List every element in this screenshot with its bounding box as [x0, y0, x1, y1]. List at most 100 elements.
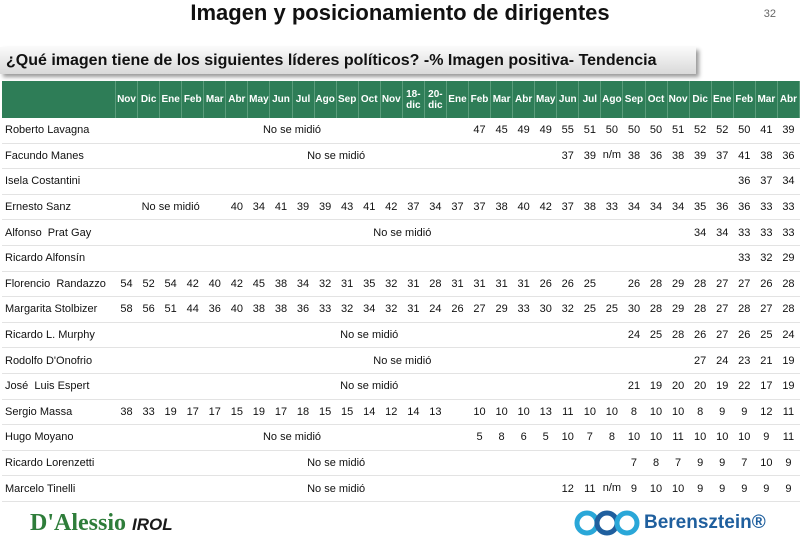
- header-corner: [2, 81, 116, 118]
- value-cell: 50: [622, 118, 645, 144]
- value-cell: 26: [446, 296, 469, 323]
- value-cell: 42: [225, 271, 248, 298]
- column-header: Feb: [733, 81, 756, 118]
- empty-cell: [578, 168, 601, 195]
- value-cell: 31: [402, 296, 425, 323]
- value-cell: 42: [380, 194, 403, 221]
- empty-cell: [159, 245, 182, 272]
- value-cell: 26: [755, 271, 778, 298]
- value-cell: 50: [645, 118, 668, 144]
- value-cell: 25: [578, 271, 601, 298]
- value-cell: 32: [755, 245, 778, 272]
- value-cell: 24: [711, 347, 734, 374]
- value-cell: 29: [777, 245, 800, 272]
- empty-cell: [225, 245, 248, 272]
- value-cell: 41: [755, 118, 778, 144]
- value-cell: 29: [667, 296, 690, 323]
- column-header: Jun: [556, 81, 580, 118]
- empty-cell: [556, 450, 579, 477]
- value-cell: 9: [711, 399, 734, 426]
- column-header: 18-dic: [402, 81, 425, 118]
- value-cell: 34: [645, 194, 668, 221]
- empty-cell: [600, 168, 623, 195]
- value-cell: 10: [600, 399, 623, 426]
- not-measured: No se midió: [115, 424, 469, 451]
- value-cell: 28: [689, 296, 712, 323]
- value-cell: 10: [578, 399, 601, 426]
- value-cell: n/m: [600, 475, 623, 502]
- column-header: Ene: [711, 81, 734, 118]
- table-row: Facundo Manes No se midió 37 39 n/m 38 36 38 39 3…: [2, 143, 800, 170]
- left-logo: D'Alessio IROL: [30, 510, 173, 537]
- empty-cell: [490, 168, 513, 195]
- value-cell: 43: [336, 194, 359, 221]
- value-cell: 33: [733, 245, 756, 272]
- empty-cell: [622, 245, 645, 272]
- not-measured: No se midió: [115, 475, 557, 502]
- not-measured: No se midió: [115, 373, 623, 400]
- empty-cell: [645, 168, 668, 195]
- value-cell: 36: [292, 296, 315, 323]
- leader-name: Facundo Manes: [2, 143, 116, 170]
- value-cell: 39: [777, 118, 800, 144]
- table-row: Alfonso Prat Gay No se midió 34 34 33 33 33: [2, 219, 800, 246]
- empty-cell: [600, 450, 623, 477]
- value-cell: 34: [358, 296, 381, 323]
- value-cell: 27: [733, 271, 756, 298]
- value-cell: 9: [755, 424, 778, 451]
- value-cell: 10: [645, 399, 668, 426]
- value-cell: 15: [314, 399, 337, 426]
- column-header: Ago: [600, 81, 624, 118]
- value-cell: 32: [336, 296, 359, 323]
- value-cell: 31: [490, 271, 513, 298]
- value-cell: 11: [777, 424, 800, 451]
- value-cell: 55: [556, 118, 579, 144]
- column-header: Abr: [777, 81, 800, 118]
- empty-cell: [137, 245, 160, 272]
- value-cell: 31: [446, 271, 469, 298]
- empty-cell: [468, 245, 491, 272]
- value-cell: 33: [512, 296, 535, 323]
- value-cell: 10: [667, 475, 690, 502]
- leader-name: Sergio Massa: [2, 399, 116, 426]
- value-cell: 44: [181, 296, 204, 323]
- leader-name: Isela Costantini: [2, 168, 116, 195]
- value-cell: 56: [137, 296, 160, 323]
- leader-name: Alfonso Prat Gay: [2, 219, 116, 246]
- value-cell: 5: [468, 424, 491, 451]
- value-cell: 39: [292, 194, 315, 221]
- value-cell: 51: [667, 118, 690, 144]
- not-measured: No se midió: [115, 143, 557, 170]
- value-cell: 34: [689, 219, 712, 246]
- value-cell: 30: [534, 296, 557, 323]
- value-cell: 23: [733, 347, 756, 374]
- value-cell: 8: [622, 399, 645, 426]
- value-cell: 37: [556, 143, 579, 170]
- value-cell: 38: [622, 143, 645, 170]
- empty-cell: [380, 245, 403, 272]
- value-cell: 10: [667, 399, 690, 426]
- empty-cell: [667, 168, 690, 195]
- value-cell: 28: [645, 271, 668, 298]
- value-cell: 34: [424, 194, 447, 221]
- page-number: 32: [763, 8, 776, 20]
- value-cell: 34: [667, 194, 690, 221]
- column-header: Abr: [512, 81, 536, 118]
- value-cell: 34: [711, 219, 734, 246]
- table-row: Ricardo L. Murphy No se midió 24 25 28 26 27 26…: [2, 322, 800, 349]
- empty-cell: [689, 168, 712, 195]
- empty-cell: [446, 168, 469, 195]
- value-cell: 6: [512, 424, 535, 451]
- value-cell: 7: [667, 450, 690, 477]
- value-cell: 10: [490, 399, 513, 426]
- value-cell: 36: [777, 143, 800, 170]
- empty-cell: [446, 245, 469, 272]
- column-header: Nov: [667, 81, 690, 118]
- not-measured: No se midió: [115, 219, 690, 246]
- value-cell: 38: [490, 194, 513, 221]
- value-cell: 26: [534, 271, 557, 298]
- value-cell: 32: [380, 296, 403, 323]
- value-cell: 25: [645, 322, 668, 349]
- empty-cell: [336, 168, 359, 195]
- leader-name: Ricardo Alfonsín: [2, 245, 116, 272]
